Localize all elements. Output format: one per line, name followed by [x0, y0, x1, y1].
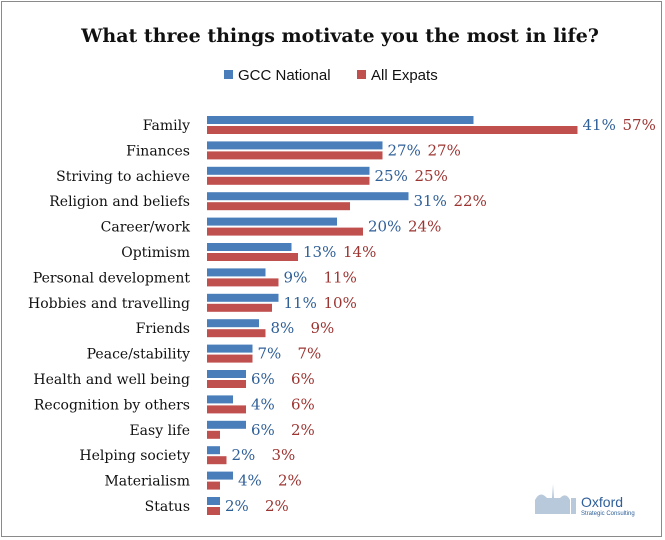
bar-all-expats-optimism	[207, 253, 298, 261]
data-label-all-expats-materialism: 2%	[278, 472, 302, 490]
bar-gcc-national-religion-and-beliefs	[207, 192, 409, 201]
category-label-religion-and-beliefs: Religion and beliefs	[49, 194, 190, 210]
legend-label-all-expats: All Expats	[371, 67, 438, 84]
bar-gcc-national-friends	[207, 319, 259, 328]
oxford-logo: Oxford Strategic Consulting	[535, 484, 635, 517]
data-label-gcc-national-materialism: 4%	[238, 472, 262, 490]
data-label-gcc-national-easy-life: 6%	[251, 421, 275, 439]
tower-icon	[571, 498, 576, 514]
legend-swatch-gcc-national	[224, 70, 233, 79]
bar-gcc-national-family	[207, 116, 474, 124]
data-label-gcc-national-religion-and-beliefs: 31%	[414, 192, 447, 210]
bar-all-expats-materialism	[207, 481, 220, 490]
logo-name: Oxford	[581, 494, 623, 510]
category-label-friends: Friends	[136, 321, 190, 337]
category-label-striving-to-achieve: Striving to achieve	[56, 169, 190, 185]
bar-gcc-national-easy-life	[207, 420, 246, 429]
category-label-materialism: Materialism	[104, 474, 190, 490]
category-label-personal-development: Personal development	[33, 270, 191, 286]
data-label-gcc-national-personal-development: 9%	[284, 268, 308, 286]
data-label-all-expats-religion-and-beliefs: 22%	[454, 192, 487, 210]
bar-all-expats-friends	[207, 329, 266, 338]
category-label-peace-stability: Peace/stability	[87, 347, 190, 363]
bar-gcc-national-status	[207, 497, 220, 505]
data-label-gcc-national-career-work: 20%	[368, 218, 401, 236]
data-label-all-expats-finances: 27%	[428, 141, 461, 159]
skyline-icon	[535, 484, 570, 514]
data-label-all-expats-helping-society: 3%	[272, 446, 296, 464]
category-label-finances: Finances	[126, 143, 190, 159]
logo-subtitle: Strategic Consulting	[581, 511, 635, 517]
bar-gcc-national-personal-development	[207, 268, 266, 277]
category-label-helping-society: Helping society	[79, 448, 190, 464]
data-label-gcc-national-health-and-well-being: 6%	[251, 370, 275, 388]
data-label-all-expats-striving-to-achieve: 25%	[415, 167, 448, 185]
legend: GCC National All Expats	[224, 67, 438, 84]
data-label-all-expats-friends: 9%	[311, 319, 335, 337]
category-label-recognition-by-others: Recognition by others	[34, 397, 190, 413]
data-label-gcc-national-helping-society: 2%	[232, 446, 256, 464]
bar-all-expats-health-and-well-being	[207, 380, 246, 388]
bar-gcc-national-hobbies-and-travelling	[207, 293, 279, 302]
bar-gcc-national-helping-society	[207, 446, 220, 455]
bar-gcc-national-finances	[207, 141, 383, 150]
category-label-health-and-well-being: Health and well being	[33, 372, 190, 388]
legend-label-gcc-national: GCC National	[238, 67, 331, 84]
category-label-hobbies-and-travelling: Hobbies and travelling	[28, 296, 190, 312]
data-label-all-expats-easy-life: 2%	[291, 421, 315, 439]
bar-all-expats-family	[207, 126, 578, 134]
category-label-family: Family	[143, 118, 190, 134]
bar-all-expats-easy-life	[207, 430, 220, 439]
data-label-all-expats-family: 57%	[623, 116, 656, 134]
bar-all-expats-career-work	[207, 227, 363, 236]
bar-gcc-national-striving-to-achieve	[207, 166, 370, 175]
data-label-gcc-national-striving-to-achieve: 25%	[375, 167, 408, 185]
bar-gcc-national-materialism	[207, 471, 233, 480]
data-label-gcc-national-optimism: 13%	[303, 243, 336, 261]
data-label-gcc-national-finances: 27%	[388, 141, 421, 159]
category-label-status: Status	[145, 499, 190, 515]
category-label-career-work: Career/work	[101, 220, 191, 236]
bar-all-expats-peace-stability	[207, 354, 253, 363]
bar-all-expats-personal-development	[207, 278, 279, 287]
data-label-gcc-national-family: 41%	[583, 116, 616, 134]
data-label-all-expats-peace-stability: 7%	[298, 345, 322, 363]
data-label-gcc-national-hobbies-and-travelling: 11%	[284, 294, 317, 312]
data-label-all-expats-status: 2%	[265, 497, 289, 515]
bar-all-expats-striving-to-achieve	[207, 176, 370, 185]
bar-gcc-national-recognition-by-others	[207, 395, 233, 404]
category-label-easy-life: Easy life	[129, 423, 190, 439]
chart-title: What three things motivate you the most …	[80, 25, 599, 47]
bar-all-expats-religion-and-beliefs	[207, 202, 350, 211]
data-label-all-expats-career-work: 24%	[408, 218, 441, 236]
bar-all-expats-hobbies-and-travelling	[207, 303, 272, 312]
data-label-all-expats-personal-development: 11%	[324, 268, 357, 286]
data-label-all-expats-recognition-by-others: 6%	[291, 395, 315, 413]
bar-all-expats-recognition-by-others	[207, 405, 246, 414]
data-label-all-expats-health-and-well-being: 6%	[291, 370, 315, 388]
bar-gcc-national-health-and-well-being	[207, 370, 246, 378]
bar-all-expats-helping-society	[207, 456, 227, 465]
bar-gcc-national-peace-stability	[207, 344, 253, 353]
bar-gcc-national-optimism	[207, 243, 292, 251]
data-label-gcc-national-recognition-by-others: 4%	[251, 395, 275, 413]
bar-all-expats-finances	[207, 151, 383, 160]
legend-swatch-all-expats	[357, 70, 366, 79]
data-label-gcc-national-peace-stability: 7%	[258, 345, 282, 363]
data-label-gcc-national-status: 2%	[225, 497, 249, 515]
bar-gcc-national-career-work	[207, 217, 337, 226]
data-label-all-expats-hobbies-and-travelling: 10%	[324, 294, 357, 312]
bar-all-expats-status	[207, 507, 220, 515]
data-label-gcc-national-friends: 8%	[271, 319, 295, 337]
category-label-optimism: Optimism	[121, 245, 190, 261]
data-label-all-expats-optimism: 14%	[343, 243, 376, 261]
